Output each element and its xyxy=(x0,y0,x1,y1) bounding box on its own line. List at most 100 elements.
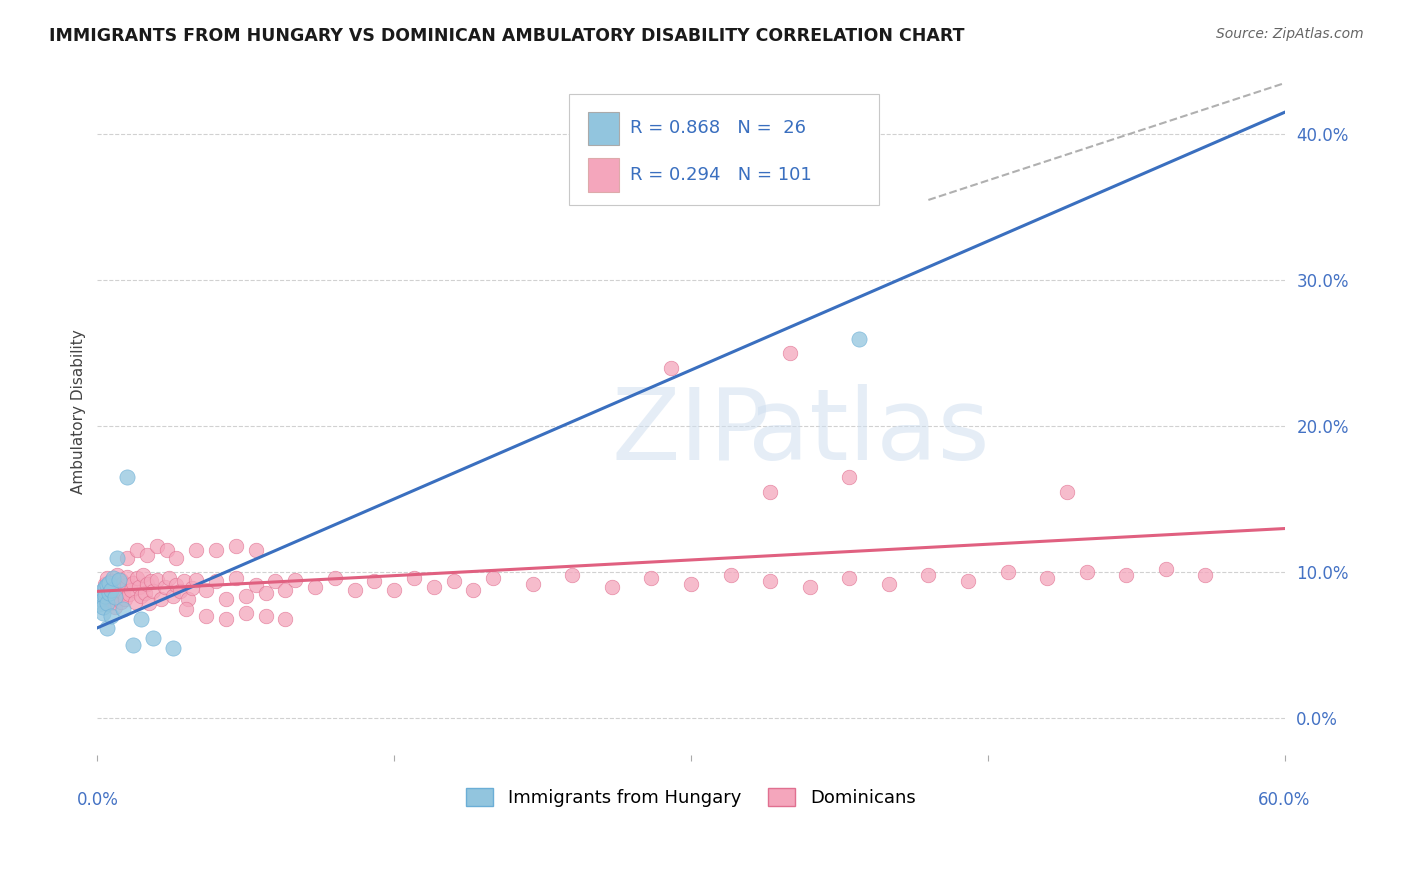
Point xyxy=(105,568,128,582)
Point xyxy=(215,591,238,606)
Point xyxy=(115,578,138,592)
Point xyxy=(245,543,267,558)
Point xyxy=(838,470,860,484)
Point xyxy=(1194,568,1216,582)
Point xyxy=(443,574,465,588)
Point xyxy=(122,575,145,590)
Point xyxy=(162,589,184,603)
Point xyxy=(997,566,1019,580)
Point xyxy=(149,591,172,606)
Point xyxy=(304,580,326,594)
Point xyxy=(138,596,160,610)
Point xyxy=(125,543,148,558)
Point xyxy=(145,573,167,587)
Point xyxy=(115,570,138,584)
Point xyxy=(195,582,218,597)
Point xyxy=(720,568,742,582)
Legend: Immigrants from Hungary, Dominicans: Immigrants from Hungary, Dominicans xyxy=(460,780,922,814)
Point xyxy=(162,641,184,656)
Point xyxy=(118,587,141,601)
Point xyxy=(94,580,117,594)
Point xyxy=(100,582,122,597)
Point xyxy=(110,594,132,608)
Point xyxy=(122,639,145,653)
Point xyxy=(108,584,131,599)
Point xyxy=(1115,568,1137,582)
Text: IMMIGRANTS FROM HUNGARY VS DOMINICAN AMBULATORY DISABILITY CORRELATION CHART: IMMIGRANTS FROM HUNGARY VS DOMINICAN AMB… xyxy=(49,27,965,45)
Point xyxy=(463,582,485,597)
Point xyxy=(96,578,118,592)
Point xyxy=(101,578,124,592)
Point xyxy=(132,568,155,582)
Point xyxy=(89,598,111,612)
Point xyxy=(105,590,128,604)
Point xyxy=(94,589,117,603)
Point xyxy=(235,589,257,603)
Point xyxy=(917,568,939,582)
Point xyxy=(235,606,257,620)
Point xyxy=(169,584,191,599)
Point xyxy=(91,582,114,597)
Point xyxy=(254,609,277,624)
Point xyxy=(91,600,114,615)
Point xyxy=(96,598,118,612)
Point xyxy=(98,591,121,606)
Point xyxy=(145,539,167,553)
Point xyxy=(838,571,860,585)
Point xyxy=(759,485,782,500)
Point xyxy=(96,596,118,610)
Text: Source: ZipAtlas.com: Source: ZipAtlas.com xyxy=(1216,27,1364,41)
Point xyxy=(600,580,623,594)
Point xyxy=(759,574,782,588)
Point xyxy=(166,550,188,565)
Point xyxy=(153,580,176,594)
Point xyxy=(176,602,198,616)
Point xyxy=(135,577,157,591)
Point xyxy=(142,584,165,599)
Point xyxy=(343,582,366,597)
Point xyxy=(115,470,138,484)
Point xyxy=(205,543,228,558)
Point xyxy=(382,582,405,597)
Point xyxy=(108,578,131,592)
Point xyxy=(104,600,127,615)
Point xyxy=(166,578,188,592)
Point xyxy=(120,582,142,597)
Point xyxy=(100,596,122,610)
Point xyxy=(124,594,146,608)
Point xyxy=(659,360,682,375)
Point xyxy=(284,573,307,587)
Point xyxy=(112,586,135,600)
Point xyxy=(134,586,156,600)
Point xyxy=(101,589,124,603)
Point xyxy=(181,582,204,596)
Point xyxy=(679,577,702,591)
Point xyxy=(363,574,385,588)
Point xyxy=(108,573,131,587)
Point xyxy=(110,573,132,587)
Point xyxy=(1076,566,1098,580)
Point xyxy=(640,571,662,585)
Point xyxy=(799,580,821,594)
Point xyxy=(98,586,121,600)
Point xyxy=(274,582,297,597)
Point xyxy=(128,580,150,594)
Point xyxy=(186,573,208,587)
Text: 60.0%: 60.0% xyxy=(1258,791,1310,809)
Point xyxy=(101,571,124,585)
Point xyxy=(105,550,128,565)
Point xyxy=(90,587,112,601)
Point xyxy=(173,574,195,588)
Point xyxy=(1036,571,1059,585)
Y-axis label: Ambulatory Disability: Ambulatory Disability xyxy=(72,329,86,494)
Point xyxy=(94,577,117,591)
Point xyxy=(98,575,121,590)
Point xyxy=(139,574,162,588)
Point xyxy=(779,346,801,360)
Point xyxy=(142,631,165,645)
Point xyxy=(522,577,544,591)
Text: 0.0%: 0.0% xyxy=(76,791,118,809)
Point xyxy=(1154,562,1177,576)
Point xyxy=(186,543,208,558)
Point xyxy=(225,571,247,585)
